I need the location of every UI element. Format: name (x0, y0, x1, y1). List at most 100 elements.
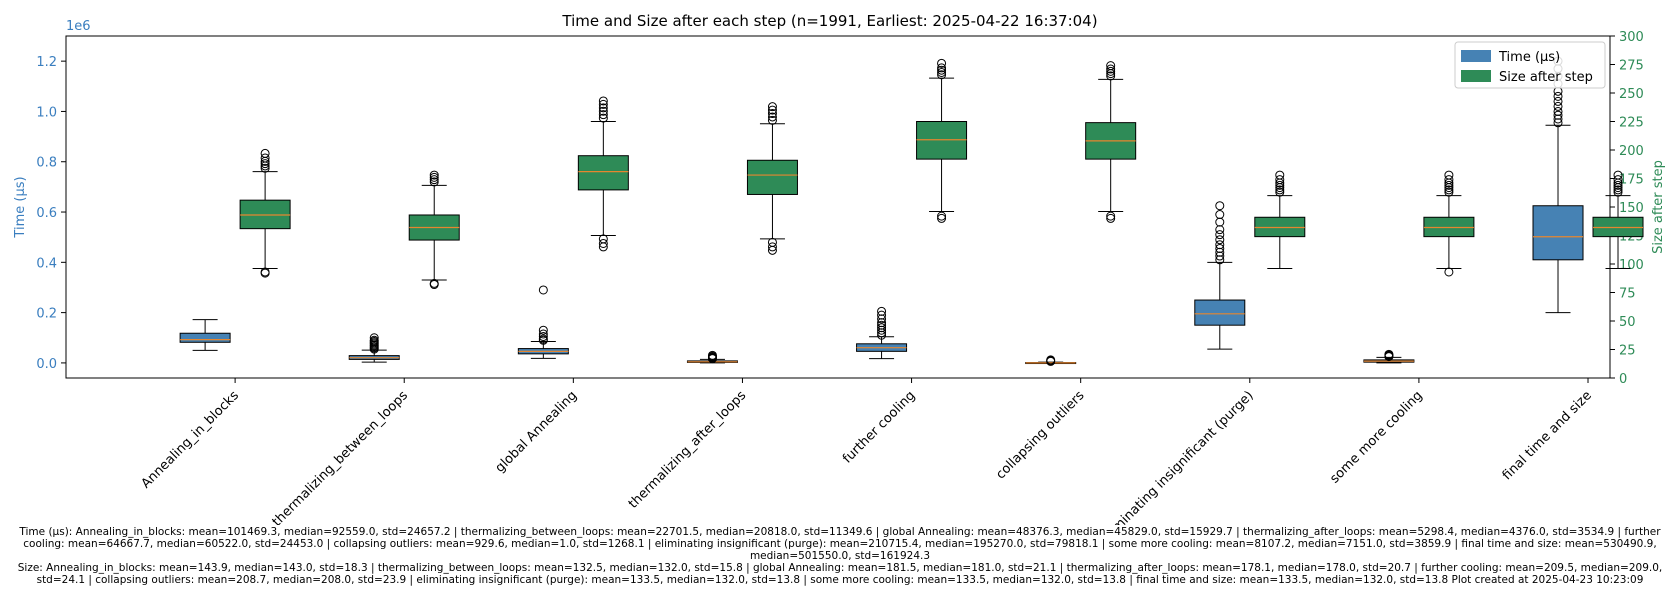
box-flier (1106, 213, 1116, 223)
box-flier (1444, 175, 1454, 185)
chart-title: Time and Size after each step (n=1991, E… (561, 12, 1097, 30)
box-flier (937, 58, 947, 68)
box-flier (937, 213, 947, 223)
x-axis-tick-label: final time and size (1500, 388, 1595, 483)
x-axis-tick-label: Annealing_in_blocks (139, 388, 243, 492)
left-axis-label: Time (µs) (13, 176, 28, 238)
x-axis-tick-label: thermalizing_between_loops (270, 388, 412, 525)
box-flier (538, 332, 548, 342)
right-axis-tick-label: 225 (1619, 116, 1644, 131)
right-axis-tick-label: 25 (1619, 344, 1636, 359)
box-flier (1613, 180, 1623, 190)
left-axis-tick-label: 0.4 (36, 256, 57, 271)
box-flier (538, 329, 548, 339)
box-flier (877, 323, 887, 333)
left-axis-tick-label: 0.2 (36, 307, 57, 322)
box-flier (1613, 187, 1623, 197)
box-flier (1215, 217, 1225, 227)
box-flier (429, 177, 439, 187)
box-flier (767, 237, 777, 247)
x-axis-tick-label: some more cooling (1327, 388, 1425, 486)
box-flier (1215, 225, 1225, 235)
right-axis-tick-label: 200 (1619, 144, 1644, 159)
size-stats-footnote: Size: Annealing_in_blocks: mean=143.9, m… (17, 562, 1663, 586)
box-flier (1613, 175, 1623, 185)
box-flier (1106, 211, 1116, 221)
box-flier (937, 65, 947, 75)
box-plot-chart: Time and Size after each step (n=1991, E… (13, 12, 1666, 525)
box-flier (598, 99, 608, 109)
box-flier (260, 163, 270, 173)
box-flier (260, 267, 270, 277)
box-flier (429, 175, 439, 185)
box-flier (1215, 243, 1225, 253)
plot-area: 0.0 0.2 0.4 0.6 0.8 1.0 1.2 1e6 Time (µs) 0 25 50 75… (13, 19, 1666, 525)
box-flier (538, 325, 548, 335)
box-flier (1215, 230, 1225, 240)
legend-box (1454, 41, 1606, 89)
legend-swatch (1461, 50, 1491, 62)
box-flier (369, 333, 379, 343)
box-flier (767, 102, 777, 112)
box-flier (1444, 185, 1454, 195)
box-body (1532, 205, 1584, 261)
box-flier (937, 67, 947, 77)
box-flier (598, 234, 608, 244)
box-flier (767, 115, 777, 125)
left-axis-tick-label: 0.0 (36, 357, 57, 372)
box-flier (1444, 170, 1454, 180)
box-flier (937, 70, 947, 80)
box-flier (1384, 349, 1394, 359)
box-flier (877, 310, 887, 320)
box-flier (1215, 201, 1225, 211)
time-stats-footnote: Time (µs): Annealing_in_blocks: mean=101… (19, 526, 1661, 562)
box-flier (1215, 235, 1225, 245)
x-axis-tick-label: further cooling (840, 388, 918, 466)
box-flier (1106, 64, 1116, 74)
box-flier (538, 285, 548, 295)
box-flier (1215, 240, 1225, 250)
x-axis-tick-label: thermalizing_after_loops (626, 388, 750, 512)
box-flier (937, 211, 947, 221)
box-flier (598, 96, 608, 106)
left-axis-multiplier: 1e6 (66, 19, 91, 34)
box-flier (1046, 355, 1056, 365)
box-body (1194, 299, 1246, 326)
box-flier (877, 320, 887, 330)
right-axis-tick-label: 100 (1619, 258, 1644, 273)
box-flier (598, 110, 608, 120)
right-axis-tick-label: 300 (1619, 30, 1644, 45)
box-flier (767, 105, 777, 115)
box-flier (1444, 267, 1454, 277)
box-flier (1275, 170, 1285, 180)
box-flier (767, 109, 777, 119)
box-body (746, 159, 798, 195)
box-flier (1444, 180, 1454, 190)
plot-frame (65, 35, 1611, 379)
box-flier (1106, 71, 1116, 81)
box-flier (1553, 86, 1563, 96)
box-flier (1553, 106, 1563, 116)
box-flier (598, 103, 608, 113)
right-axis-tick-label: 150 (1619, 201, 1644, 216)
box-flier (369, 335, 379, 345)
box-flier (937, 63, 947, 73)
box-flier (1613, 170, 1623, 180)
left-axis-tick-label: 1.0 (36, 105, 57, 120)
box-flier (1553, 110, 1563, 120)
box-flier (1444, 187, 1454, 197)
box-flier (1275, 187, 1285, 197)
left-axis-tick-label: 1.2 (36, 55, 57, 70)
box-flier (1553, 96, 1563, 106)
right-axis-tick-label: 275 (1619, 59, 1644, 74)
box-flier (598, 113, 608, 123)
box-flier (429, 170, 439, 180)
left-axis-tick-label: 0.6 (36, 206, 57, 221)
box-flier (1275, 175, 1285, 185)
legend-label: Size after step (1499, 70, 1593, 85)
x-axis-tick-label: eliminating insignificant (purge) (1099, 388, 1257, 525)
box-flier (1275, 180, 1285, 190)
box-flier (429, 278, 439, 288)
box-flier (1275, 185, 1285, 195)
box-flier (877, 306, 887, 316)
